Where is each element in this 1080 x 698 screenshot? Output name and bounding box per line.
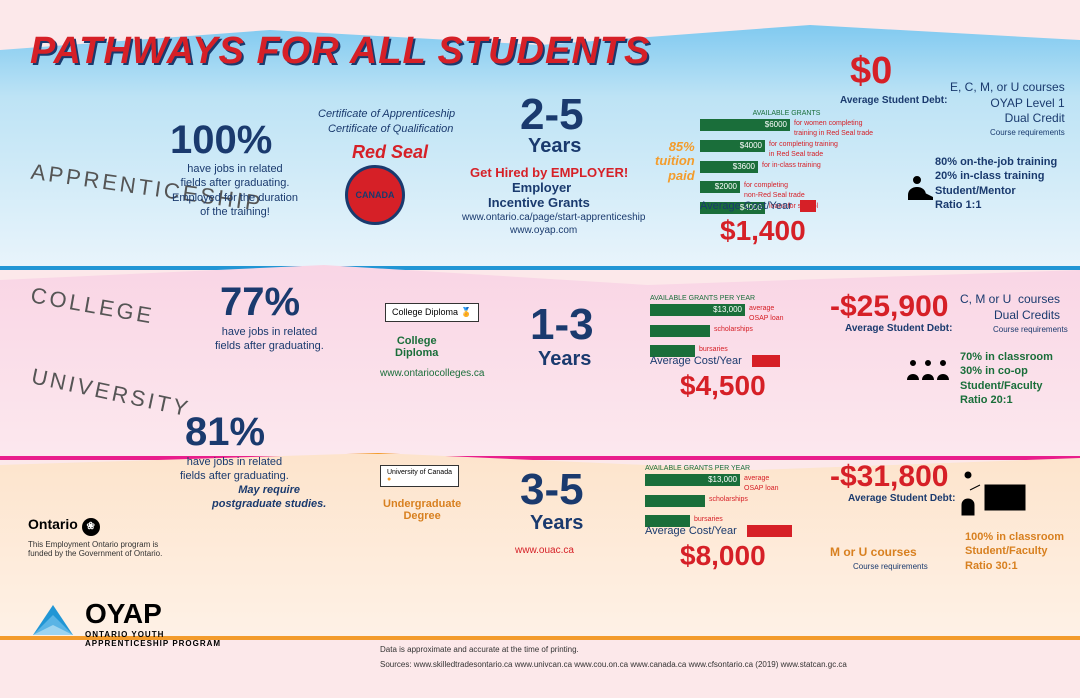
degree-lbl: Undergraduate Degree	[383, 498, 461, 522]
appr-cost: $1,400	[720, 215, 806, 247]
uni-cost-lbl: Average Cost/Year	[645, 525, 737, 537]
oyap-sub: ONTARIO YOUTH APPRENTICESHIP PROGRAM	[85, 630, 221, 648]
col-debt-lbl: Average Student Debt:	[845, 323, 952, 334]
uni-debt: -$31,800	[830, 460, 948, 494]
uni-pct: 81%	[185, 410, 265, 455]
appr-hired: Get Hired by EMPLOYER!	[470, 165, 628, 180]
col-pct: 77%	[220, 280, 300, 325]
appr-hired-sub1: Employer	[512, 180, 571, 195]
appr-cost-lbl: Average Cost/Year	[700, 200, 792, 212]
appr-hired-sub2: Incentive Grants	[488, 195, 590, 210]
col-cost: $4,500	[680, 370, 766, 402]
uni-pct-desc: have jobs in related fields after gradua…	[180, 455, 289, 484]
col-link: www.ontariocolleges.ca	[380, 368, 485, 379]
uni-training: 100% in classroom Student/Faculty Ratio …	[965, 530, 1064, 573]
appr-pct-desc: have jobs in related fields after gradua…	[172, 162, 298, 219]
grant-bar	[650, 325, 710, 337]
uni-link: www.ouac.ca	[515, 545, 574, 556]
grant-bar	[645, 495, 705, 507]
grant-bar: $13,000	[650, 304, 745, 316]
uni-debt-lbl: Average Student Debt:	[848, 493, 955, 504]
col-courses: C, M or U courses Dual Credits	[960, 292, 1060, 323]
degree-box: University of Canada ●	[380, 465, 459, 487]
uni-cost-bar	[747, 525, 792, 537]
oyap-icon	[28, 595, 78, 645]
appr-years-lbl: Years	[528, 135, 581, 158]
grant-bar: $6000	[700, 119, 790, 131]
appr-courses: E, C, M, or U courses OYAP Level 1 Dual …	[950, 80, 1065, 127]
uni-courses-sm: Course requirements	[853, 562, 928, 571]
sources: Sources: www.skilledtradesontario.ca www…	[380, 660, 847, 669]
col-pct-desc: have jobs in related fields after gradua…	[215, 325, 324, 354]
uni-years: 3-5	[520, 465, 584, 515]
appr-link1: www.ontario.ca/page/start-apprenticeship	[462, 212, 645, 223]
grant-bar: $13,000	[645, 474, 740, 486]
grant-bar: $4000	[700, 140, 765, 152]
appr-cert1: Certificate of Apprenticeship	[318, 108, 455, 120]
uni-pct-desc2: May require postgraduate studies.	[212, 483, 326, 512]
uni-years-lbl: Years	[530, 512, 583, 535]
appr-cost-bar	[800, 200, 816, 212]
appr-link2: www.oyap.com	[510, 225, 577, 236]
appr-debt: $0	[850, 50, 892, 93]
col-cost-lbl: Average Cost/Year	[650, 355, 742, 367]
lecture-icon	[960, 470, 1030, 520]
col-courses-sm: Course requirements	[993, 325, 1068, 334]
col-grants-title: AVAILABLE GRANTS PER YEAR	[650, 295, 784, 302]
col-debt: -$25,900	[830, 290, 948, 324]
col-years: 1-3	[530, 300, 594, 350]
appr-cert2: Certificate of Qualification	[328, 123, 453, 135]
appr-courses-sm: Course requirements	[990, 128, 1065, 137]
oyap-logo: OYAP	[85, 598, 162, 630]
mentor-icon	[905, 175, 935, 205]
appr-debt-lbl: Average Student Debt:	[840, 95, 947, 106]
diploma-box: College Diploma 🏅	[385, 303, 479, 322]
col-training: 70% in classroom 30% in co-op Student/Fa…	[960, 350, 1053, 407]
appr-years: 2-5	[520, 90, 584, 140]
appr-training: 80% on-the-job training 20% in-class tra…	[935, 155, 1057, 212]
appr-pct: 100%	[170, 118, 272, 163]
appr-tuition: 85%tuitionpaid	[655, 140, 695, 183]
classroom-icon	[905, 355, 955, 385]
red-seal-label: Red Seal	[352, 142, 428, 163]
grant-bar: $2000	[700, 181, 740, 193]
data-note: Data is approximate and accurate at the …	[380, 645, 579, 654]
diploma-lbl: College Diploma	[395, 335, 438, 359]
canada-seal-icon: CANADA	[345, 165, 405, 225]
grant-bar: $3600	[700, 161, 758, 173]
seal-text: CANADA	[356, 190, 395, 200]
col-years-lbl: Years	[538, 348, 591, 371]
appr-grants-title: AVAILABLE GRANTS	[700, 110, 873, 117]
col-cost-bar	[752, 355, 780, 367]
uni-cost: $8,000	[680, 540, 766, 572]
uni-grants-title: AVAILABLE GRANTS PER YEAR	[645, 465, 779, 472]
ontario-logo: Ontario ❀	[28, 516, 100, 536]
uni-courses: M or U courses	[830, 545, 917, 561]
ontario-desc: This Employment Ontario program is funde…	[28, 540, 162, 558]
page-title: PATHWAYS FOR ALL STUDENTS	[30, 30, 650, 73]
